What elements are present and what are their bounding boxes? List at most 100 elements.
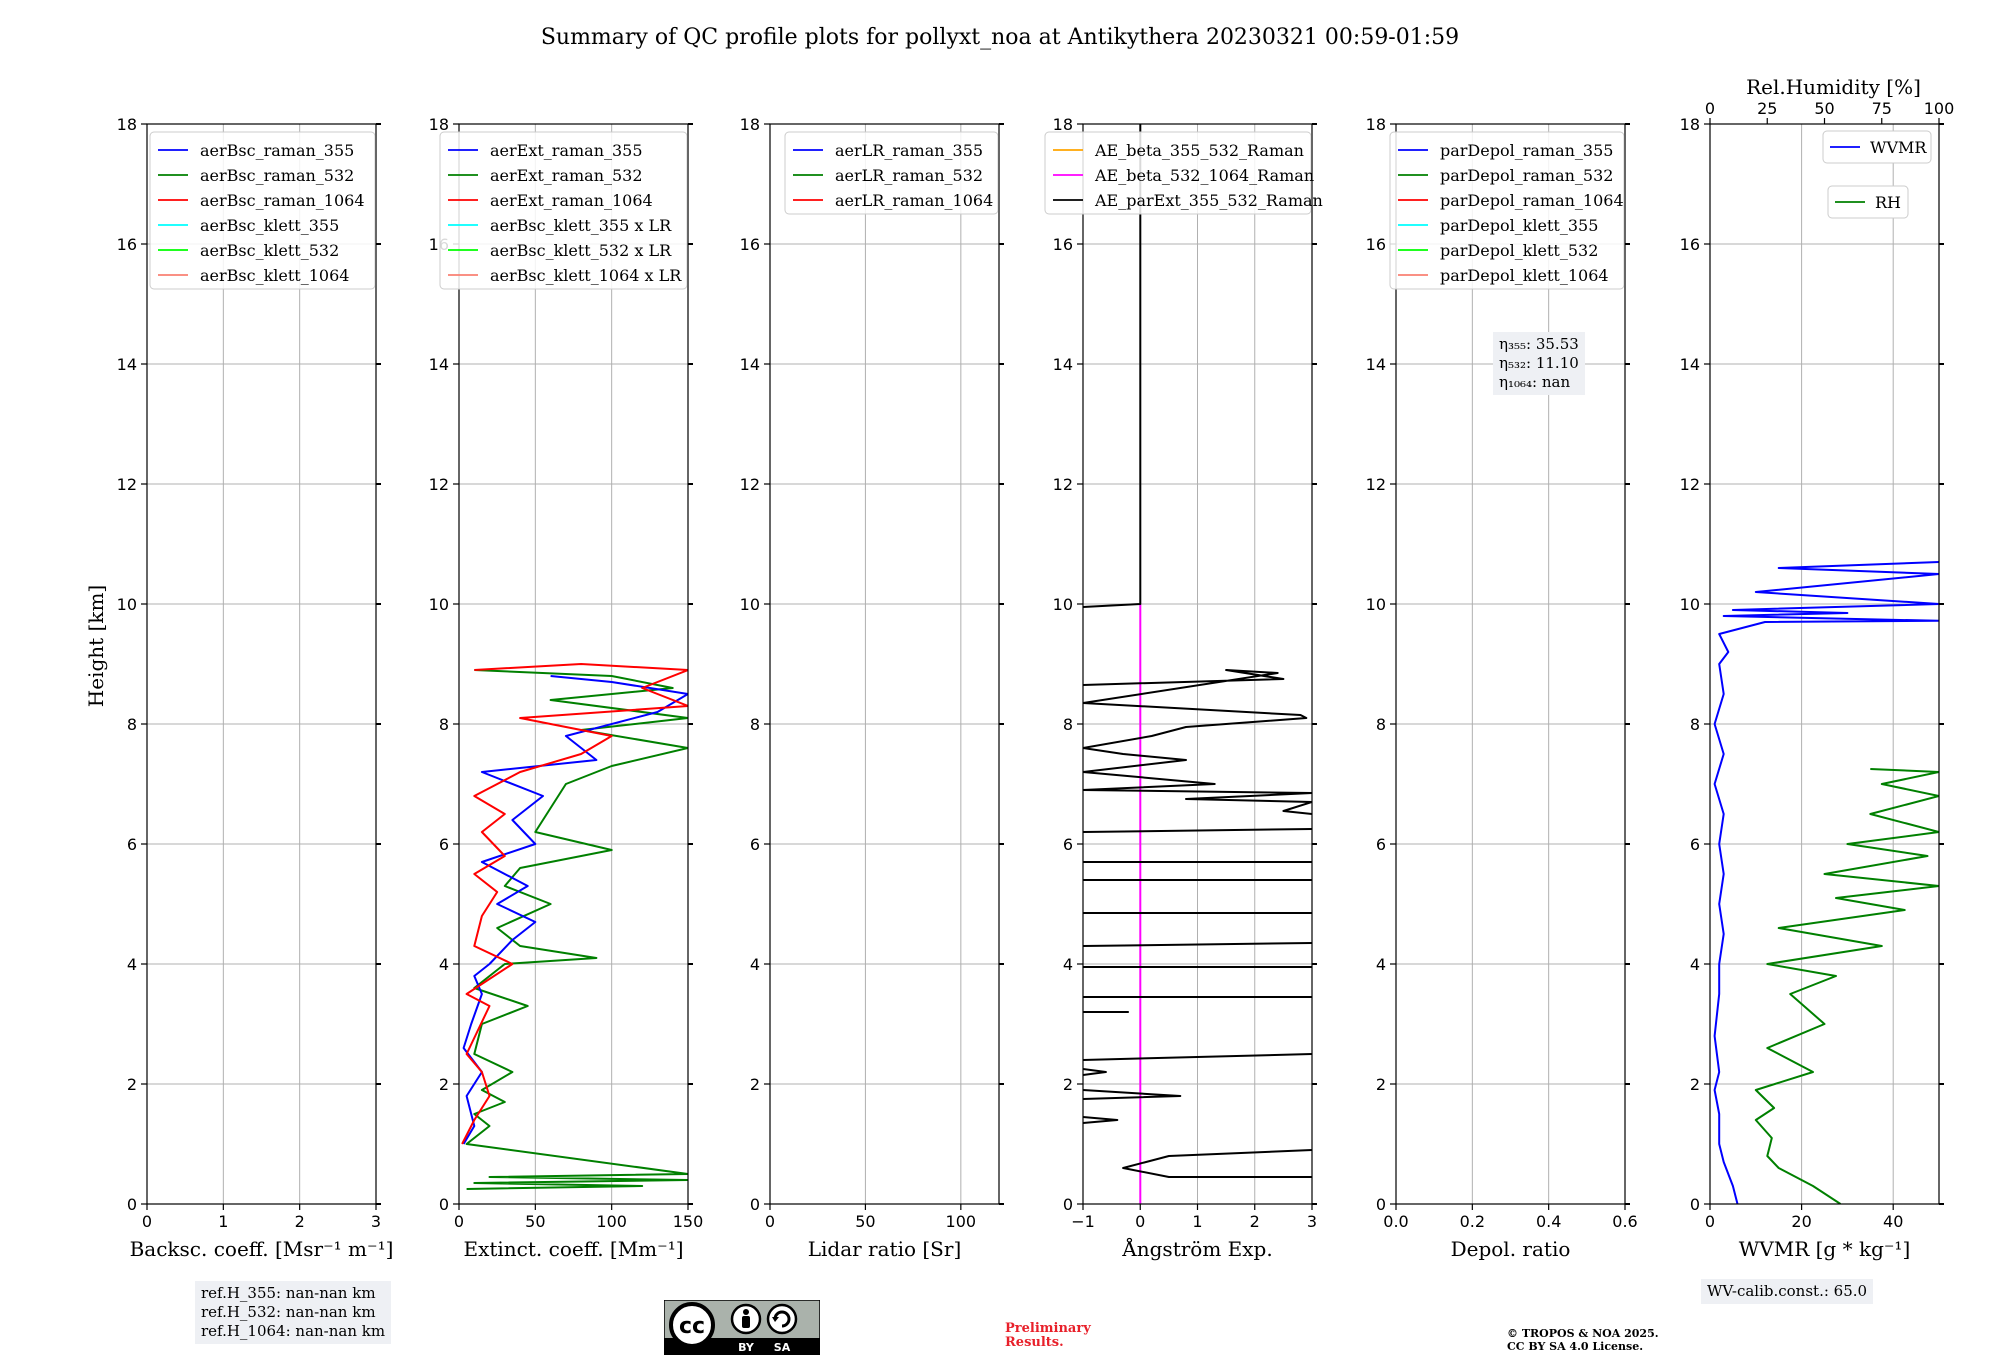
legend-label: AE_beta_355_532_Raman [1094,141,1304,160]
y-tick-label: 14 [117,355,137,374]
x-axis-label: Extinct. coeff. [Mm⁻¹] [463,1237,683,1261]
legend-label: aerExt_raman_532 [490,166,643,185]
y-tick-label: 6 [127,835,137,854]
eta-box: η₃₅₅: 35.53 η₅₃₂: 11.10 η₁₀₆₄: nan [1493,332,1585,395]
x-tick-label: −1 [1071,1212,1095,1231]
legend-label: WVMR [1870,138,1927,157]
y-tick-label: 8 [439,715,449,734]
x-axis-label: Lidar ratio [Sr] [808,1237,962,1261]
legend-label: aerBsc_raman_1064 [200,191,365,210]
y-tick-label: 2 [1063,1075,1073,1094]
y-tick-label: 14 [429,355,449,374]
x-tick-label: 3 [371,1212,381,1231]
y-tick-label: 0 [1376,1195,1386,1214]
series-line-red [461,663,688,1145]
x-tick-label: 3 [1307,1212,1317,1231]
legend-label: parDepol_klett_355 [1440,216,1598,235]
y-tick-label: 0 [1063,1195,1073,1214]
legend-box [1389,131,1625,290]
legend-label: parDepol_raman_355 [1440,141,1613,160]
y-tick-label: 4 [439,955,449,974]
legend: parDepol_raman_355 parDepol_raman_532 parD… [1389,131,1625,290]
legend-label: aerExt_raman_355 [490,141,643,160]
x-tick-label: 0.0 [1383,1212,1408,1231]
top-tick-label: 75 [1872,99,1892,118]
legend-label: aerBsc_klett_532 x LR [490,241,672,260]
x-tick-label: 40 [1883,1212,1903,1231]
top-tick-label: 0 [1705,99,1715,118]
y-tick-label: 0 [1690,1195,1700,1214]
y-tick-label: 18 [1680,115,1700,134]
legend-box [1044,131,1312,215]
y-tick-label: 8 [127,715,137,734]
y-tick-label: 10 [1053,595,1073,614]
legend-label: aerBsc_klett_355 [200,216,339,235]
series-line-black [1083,942,1312,947]
legend-label: aerBsc_raman_355 [200,141,354,160]
y-tick-label: 4 [1690,955,1700,974]
y-tick-label: 0 [750,1195,760,1214]
x-tick-label: 20 [1791,1212,1811,1231]
y-tick-label: 4 [1063,955,1073,974]
series-line-black [1083,669,1312,815]
legend-box [149,131,376,290]
legend: AE_beta_355_532_Raman AE_beta_532_1064_Ra… [1044,131,1323,215]
y-tick-label: 10 [1366,595,1386,614]
x-tick-label: 1 [1192,1212,1202,1231]
panel-6: 0 20 40 0 2 4 6 8 10 12 14 16 18 WVMR [g * kg⁻¹] 0 25 50… [1680,75,1955,1261]
y-tick-label: 12 [1680,475,1700,494]
y-tick-label: 2 [1690,1075,1700,1094]
y-tick-label: 10 [740,595,760,614]
series-line-blue [462,675,688,1145]
eta-355-text: η₃₅₅: 35.53 [1499,335,1579,353]
y-tick-label: 6 [1690,835,1700,854]
refh-532-text: ref.H_532: nan-nan km [201,1303,376,1321]
y-tick-label: 12 [117,475,137,494]
x-tick-label: 2 [295,1212,305,1231]
y-tick-label: 4 [750,955,760,974]
x-tick-label: 0.6 [1612,1212,1637,1231]
legend-label: parDepol_raman_1064 [1440,191,1624,210]
preliminary-line-1: Preliminary [1005,1321,1091,1336]
y-tick-label: 0 [439,1195,449,1214]
y-tick-label: 8 [1063,715,1073,734]
x-tick-label: 0 [765,1212,775,1231]
series-line-green [465,669,688,1190]
x-tick-label: 0 [1705,1212,1715,1231]
x-tick-label: 50 [525,1212,545,1231]
y-tick-label: 8 [750,715,760,734]
legend-label: aerLR_raman_355 [835,141,983,160]
y-axis-label: Height [km] [84,585,108,707]
legend-label: AE_parExt_355_532_Raman [1094,191,1323,210]
y-tick-label: 10 [1680,595,1700,614]
y-tick-label: 6 [1376,835,1386,854]
legend-label: aerBsc_klett_1064 [200,266,349,285]
y-tick-label: 6 [439,835,449,854]
legend-label: aerBsc_raman_532 [200,166,354,185]
reference-height-box: ref.H_355: nan-nan km ref.H_532: nan-nan… [195,1281,392,1344]
y-tick-label: 2 [439,1075,449,1094]
x-tick-label: 150 [673,1212,704,1231]
x-axis-label: WVMR [g * kg⁻¹] [1739,1237,1911,1261]
svg-text:cc: cc [679,1314,705,1339]
y-tick-label: 14 [740,355,760,374]
y-tick-label: 6 [750,835,760,854]
x-tick-label: 2 [1250,1212,1260,1231]
legend: aerExt_raman_355 aerExt_raman_532 aerExt_r… [439,131,688,290]
y-tick-label: 8 [1690,715,1700,734]
legend-label: aerExt_raman_1064 [490,191,653,210]
series-line-black [1083,1068,1107,1076]
copyright-line-2: CC BY SA 4.0 License. [1507,1340,1644,1353]
y-tick-label: 16 [1053,235,1073,254]
legend-box [784,131,999,215]
legend-label: RH [1875,193,1901,212]
cc-license-logo: cc BY SA [664,1300,820,1355]
series-line-green [1754,768,1939,1204]
preliminary-note: Preliminary Results. [1005,1322,1091,1350]
x-axis-label: Depol. ratio [1451,1237,1571,1261]
top-tick-label: 50 [1814,99,1834,118]
figure-title: Summary of QC profile plots for pollyxt_… [541,25,1459,50]
